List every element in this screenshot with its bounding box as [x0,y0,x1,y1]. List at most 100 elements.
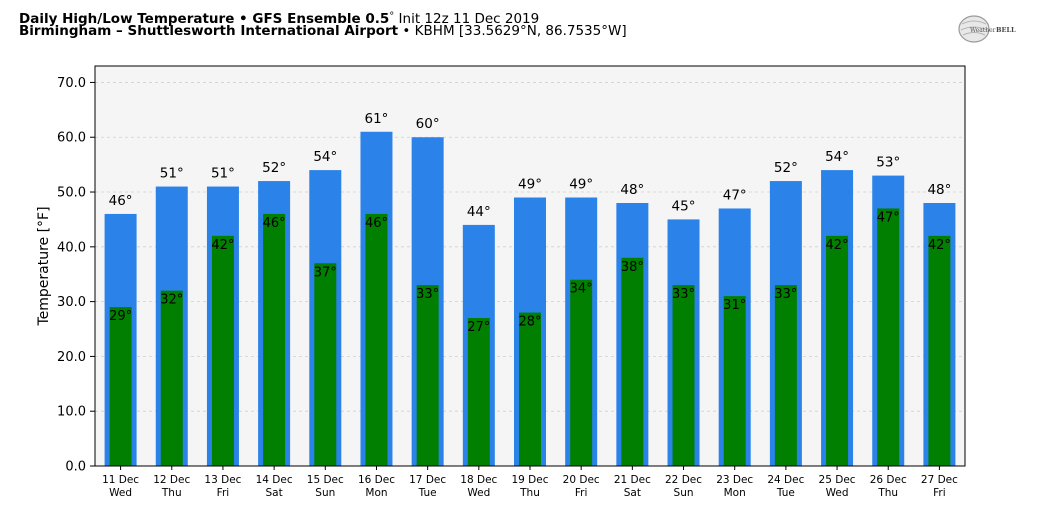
chart-subtitle: Birmingham – Shuttlesworth International… [19,23,627,39]
low-value-label: 38° [621,260,644,275]
high-value-label: 45° [672,198,696,214]
low-value-label: 42° [928,238,951,253]
x-tick-label-day: Tue [776,487,795,499]
y-tick-label: 20.0 [57,350,86,365]
low-bars [109,208,951,466]
logo-text-weather: Weather [970,27,996,34]
logo-text-bell: BELL [996,26,1016,34]
low-bar [211,235,234,466]
low-value-label: 33° [416,287,439,302]
low-value-label: 28° [518,315,541,330]
low-value-label: 42° [211,238,234,253]
x-tick-label-date: 26 Dec [870,474,907,486]
low-value-label: 34° [570,282,593,297]
x-tick-label-day: Wed [826,487,849,499]
low-bar [621,257,644,466]
y-tick-label: 10.0 [57,405,86,420]
x-tick-label-date: 24 Dec [767,474,804,486]
y-tick-label: 40.0 [57,240,86,255]
x-tick-label-date: 12 Dec [153,474,190,486]
x-tick-label-day: Wed [467,487,490,499]
y-tick-label: 30.0 [57,295,86,310]
y-tick-label: 0.0 [65,460,86,475]
x-tick-label-day: Thu [161,487,182,499]
low-bar [160,290,183,466]
y-axis-label: Temperature [°F] [36,206,52,326]
x-tick-label-date: 23 Dec [716,474,753,486]
high-bar [872,175,905,466]
high-value-label: 61° [365,111,389,127]
x-tick-label-day: Thu [519,487,540,499]
y-tick-label: 60.0 [57,131,86,146]
weatherbell-logo: Weather BELL [958,15,1016,43]
y-tick-label: 50.0 [57,186,86,201]
low-value-label: 46° [263,216,286,231]
low-value-label: 27° [467,320,490,335]
x-tick-label-day: Thu [877,487,898,499]
x-tick-label-date: 17 Dec [409,474,446,486]
chart-title-degree: ° [389,11,395,22]
high-value-label: 47° [723,187,747,203]
low-bar [416,285,439,466]
grid-lines [95,82,965,412]
x-tick-label-date: 25 Dec [819,474,856,486]
high-bar [104,213,137,466]
high-bar [616,202,649,466]
low-bar [928,235,951,466]
y-tick-label: 70.0 [57,76,86,91]
high-bar [411,137,444,466]
x-tick-label-day: Tue [418,487,437,499]
x-tick-label-date: 15 Dec [307,474,344,486]
x-tick-label-date: 27 Dec [921,474,958,486]
x-tick-label-day: Wed [109,487,132,499]
x-tick-label-date: 20 Dec [563,474,600,486]
high-bar [155,186,188,466]
high-value-label: 53° [876,155,900,171]
plot-area [95,66,965,466]
low-bar [314,263,337,466]
high-value-label: 52° [262,160,286,176]
high-value-label: 54° [313,149,337,165]
x-tick-label-date: 19 Dec [511,474,548,486]
low-bar [467,318,490,466]
y-axis: 0.0 10.0 20.0 30.0 40.0 50.0 60.0 70.0 [57,76,95,475]
x-tick-label-day: Sat [624,487,641,499]
x-tick-label-day: Sat [266,487,283,499]
x-tick-label-date: 11 Dec [102,474,139,486]
high-bar [462,224,495,466]
x-tick-label-day: Sun [674,487,694,499]
high-value-label: 52° [774,160,798,176]
low-bar [263,213,286,466]
low-value-label: 37° [314,265,337,280]
high-value-label: 44° [467,204,491,220]
high-bar [565,197,598,467]
high-bar [206,186,239,466]
low-bar [774,285,797,466]
low-value-label: 42° [826,238,849,253]
x-tick-label-day: Sun [315,487,335,499]
high-bar [769,181,802,467]
high-value-label: 49° [518,177,542,193]
x-tick-label-day: Fri [933,487,946,499]
low-bar [723,296,746,466]
low-value-label: 46° [365,216,388,231]
high-value-label: 48° [620,182,644,198]
x-tick-label-date: 14 Dec [256,474,293,486]
low-bar [365,213,388,466]
high-bars [104,131,956,467]
x-tick-label-date: 13 Dec [204,474,241,486]
chart-title-main: Daily High/Low Temperature • GFS Ensembl… [19,11,390,27]
high-bar [360,131,393,466]
high-value-label: 48° [927,182,951,198]
high-bar [514,197,546,467]
x-tick-label-date: 22 Dec [665,474,702,486]
low-value-label: 31° [723,298,746,313]
low-bar [826,235,849,466]
chart-subtitle-location: Birmingham – Shuttlesworth International… [19,23,399,39]
high-value-label: 51° [160,166,184,182]
low-value-label: 47° [877,210,900,225]
low-value-label: 29° [109,309,132,324]
high-value-label: 51° [211,166,235,182]
